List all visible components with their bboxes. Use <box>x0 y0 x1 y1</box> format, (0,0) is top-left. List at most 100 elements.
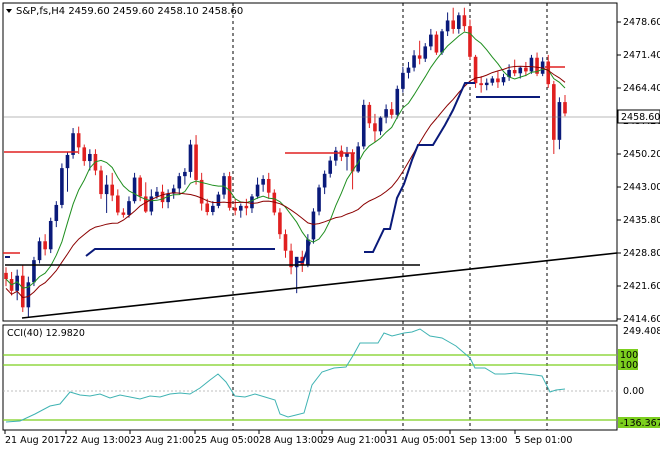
candle-bull <box>456 15 461 29</box>
candle-bull <box>104 184 109 195</box>
candle-bear <box>496 78 500 83</box>
candle-bear <box>462 15 467 27</box>
candle-bear <box>82 147 87 162</box>
candle-bear <box>227 176 232 208</box>
cci-level-tag <box>618 359 638 370</box>
candle-bull <box>166 193 170 203</box>
candle-bull <box>149 196 154 212</box>
time-tick-label: 28 Aug 13:00 <box>259 435 323 446</box>
current-price-tag <box>617 109 660 124</box>
candle-bull <box>334 150 338 161</box>
candle-bull <box>255 184 260 197</box>
time-tick-label: 5 Sep 01:00 <box>515 435 572 446</box>
candle-bull <box>32 260 36 283</box>
candle-bear <box>300 256 305 265</box>
candle-bull <box>440 31 444 53</box>
candle-bull <box>395 88 400 115</box>
candle-bear <box>451 20 455 29</box>
candle-bull <box>26 282 31 308</box>
time-tick-label: 29 Aug 21:00 <box>322 435 386 446</box>
candle-bull <box>401 72 405 89</box>
candle-bear <box>283 234 288 251</box>
candle-bull <box>423 46 428 59</box>
candle-bull <box>356 146 360 172</box>
candle-bear <box>244 205 249 209</box>
time-tick-label: 1 Sep 13:00 <box>450 435 507 446</box>
candle-bull <box>250 196 254 209</box>
candle-bull <box>65 154 70 169</box>
candle-bull <box>529 57 534 72</box>
candle-bear <box>524 67 528 72</box>
candle-bull <box>317 187 321 212</box>
ma-fast-line <box>5 31 566 289</box>
candle-bear <box>473 56 478 84</box>
candle-bull <box>261 178 265 185</box>
candle-bear <box>278 212 282 235</box>
candle-bull <box>378 117 383 132</box>
candle-bull <box>412 55 416 68</box>
candle-bull <box>177 176 182 189</box>
time-tick-label: 23 Aug 21:00 <box>130 435 194 446</box>
candle-bear <box>289 250 293 268</box>
cci-level-tag-label: 100 <box>620 350 638 361</box>
candle-bull <box>345 153 349 157</box>
candle-bull <box>445 20 450 32</box>
price-tick-label: 2443.00 <box>623 182 660 193</box>
candle-bear <box>563 102 567 114</box>
candle-bear <box>43 241 47 250</box>
cci-line <box>5 328 566 423</box>
current-price-label: 2458.60 <box>621 112 660 123</box>
cci-tick-label: -136.3675 <box>620 418 660 429</box>
candle-bear <box>116 195 120 213</box>
cci-level-tag <box>618 349 638 360</box>
candle-bull <box>188 144 193 172</box>
candle-bull <box>71 133 75 155</box>
candle-bull <box>507 69 511 78</box>
candle-bear <box>110 184 115 196</box>
candle-bull <box>171 188 176 194</box>
candle-bear <box>4 272 8 280</box>
candle-bull <box>501 77 506 83</box>
candle-bear <box>20 275 25 308</box>
price-tick-label: 2414.60 <box>623 314 660 325</box>
candle-bull <box>37 241 42 261</box>
candle-bear <box>160 191 165 203</box>
candle-bull <box>155 191 159 197</box>
candle-bull <box>54 204 59 221</box>
time-tick-label: 22 Aug 13:00 <box>66 435 130 446</box>
candle-bull <box>132 177 137 202</box>
cci-min-tag <box>618 417 660 428</box>
support-trail-line <box>5 82 540 263</box>
candle-bear <box>76 133 81 148</box>
candle-bear <box>552 84 556 140</box>
candle-bull <box>60 168 64 205</box>
cci-panel-frame <box>2 324 618 431</box>
candle-bull <box>384 109 388 118</box>
cci-tick-label: 249.4084 <box>623 326 660 337</box>
candle-bull <box>311 211 316 240</box>
price-tick-label: 2428.80 <box>623 248 660 259</box>
candles <box>4 7 567 317</box>
price-tick-label: 2471.40 <box>623 50 660 61</box>
candle-bull <box>222 176 226 195</box>
cci-level-tag-label: 100 <box>620 360 638 371</box>
candle-bull <box>88 153 92 162</box>
candle-bull <box>429 34 433 47</box>
cci-label: CCI(40) 12.9820 <box>7 328 85 339</box>
candle-bear <box>417 55 422 59</box>
candle-bear <box>233 207 237 211</box>
price-tick-label: 2421.60 <box>623 281 660 292</box>
candle-bear <box>99 170 103 195</box>
candle-bull <box>518 67 523 74</box>
candle-bear <box>389 109 394 115</box>
cci-tick-label: 0.00 <box>623 386 644 397</box>
candle-bear <box>194 144 198 180</box>
candle-bear <box>535 57 539 74</box>
candle-bull <box>183 171 187 177</box>
candle-bear <box>121 212 126 215</box>
candle-bear <box>266 178 271 193</box>
time-tick-label: 25 Aug 05:00 <box>195 435 259 446</box>
candle-bear <box>367 104 372 124</box>
candle-bear <box>199 179 204 204</box>
